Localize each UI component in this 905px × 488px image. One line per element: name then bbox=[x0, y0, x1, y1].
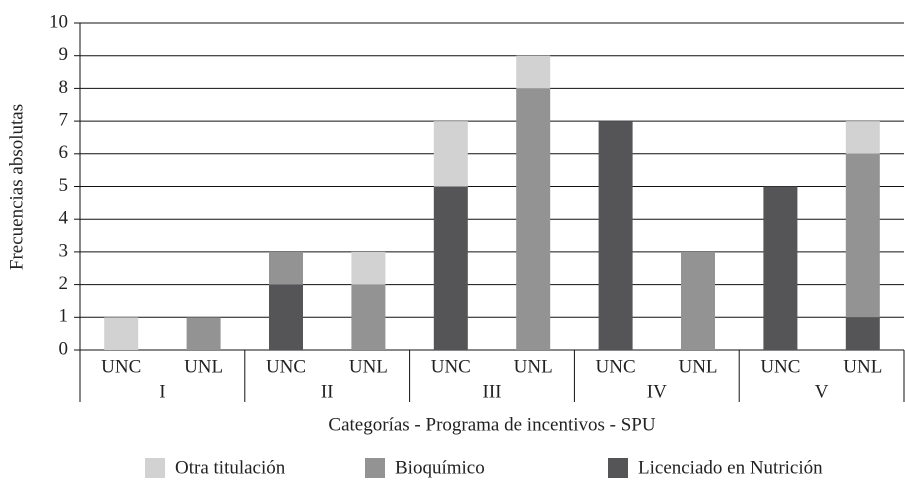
bar-segment bbox=[598, 121, 633, 350]
bar-segment bbox=[351, 251, 386, 285]
x-tick-label: UNL bbox=[349, 356, 388, 377]
group-label: IV bbox=[647, 381, 667, 402]
legend-label: Bioquímico bbox=[395, 457, 485, 478]
y-tick-label: 1 bbox=[59, 306, 69, 327]
legend-swatch bbox=[145, 458, 165, 478]
y-tick-label: 5 bbox=[59, 175, 69, 196]
group-label: V bbox=[815, 381, 829, 402]
x-tick-label: UNC bbox=[101, 356, 141, 377]
x-tick-label: UNL bbox=[184, 356, 223, 377]
y-tick-label: 8 bbox=[59, 77, 69, 98]
legend-label: Licenciado en Nutrición bbox=[638, 457, 823, 478]
x-tick-label: UNL bbox=[843, 356, 882, 377]
bar-segment bbox=[186, 317, 221, 350]
x-tick-label: UNC bbox=[266, 356, 306, 377]
bar-segment bbox=[269, 251, 303, 285]
legend-label: Otra titulación bbox=[175, 457, 286, 478]
y-tick-label: 3 bbox=[59, 240, 69, 261]
bar-segment bbox=[845, 121, 880, 154]
y-tick-label: 10 bbox=[49, 11, 68, 32]
x-axis-title: Categorías - Programa de incentivos - SP… bbox=[328, 414, 655, 435]
y-tick-label: 7 bbox=[59, 109, 69, 130]
y-tick-label: 6 bbox=[59, 142, 69, 163]
bar-segment bbox=[351, 284, 386, 350]
bar-segment bbox=[104, 317, 139, 350]
x-tick-label: UNC bbox=[596, 356, 636, 377]
y-axis-title: Frecuencias absolutas bbox=[6, 104, 27, 270]
y-tick-label: 9 bbox=[59, 44, 69, 65]
bar-segment bbox=[681, 251, 715, 350]
x-tick-label: UNL bbox=[678, 356, 717, 377]
x-tick-label: UNC bbox=[760, 356, 800, 377]
bar-segment bbox=[516, 88, 551, 351]
legend-swatch bbox=[365, 458, 385, 478]
group-label: I bbox=[159, 381, 165, 402]
y-tick-label: 0 bbox=[59, 338, 69, 359]
bar-segment bbox=[433, 121, 468, 187]
bar-segment bbox=[763, 186, 798, 350]
bar-segment bbox=[845, 317, 880, 350]
x-tick-label: UNL bbox=[514, 356, 553, 377]
legend-swatch bbox=[608, 458, 628, 478]
x-tick-label: UNC bbox=[431, 356, 471, 377]
group-label: III bbox=[483, 381, 502, 402]
bar-segment bbox=[516, 55, 551, 89]
y-tick-label: 2 bbox=[59, 273, 69, 294]
bar-segment bbox=[269, 284, 303, 350]
bar-segment bbox=[845, 153, 880, 318]
bar-segment bbox=[433, 186, 468, 350]
y-tick-label: 4 bbox=[59, 208, 69, 229]
group-label: II bbox=[321, 381, 334, 402]
